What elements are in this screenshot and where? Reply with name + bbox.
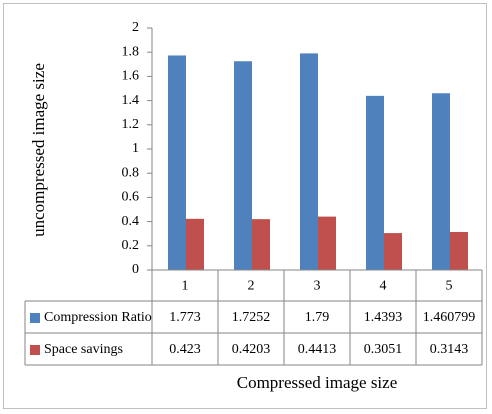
table-value-cell: 0.4203: [232, 342, 271, 357]
table-value-cell: 0.3143: [430, 342, 469, 357]
y-tick-label: 1.4: [122, 93, 140, 108]
table-value-cell: 1.7252: [232, 310, 271, 325]
bar-space-savings: [252, 219, 270, 270]
y-tick-labels: 0 0.2 0.4 0.6 0.8 1 1.2 1.4 1.6 1.8 2: [122, 20, 152, 277]
y-tick-label: 0: [132, 262, 139, 277]
table-value-cell: 1.773: [169, 310, 201, 325]
y-tick-label: 0.4: [122, 214, 140, 229]
y-tick-label: 0.6: [122, 190, 140, 205]
bar-space-savings: [186, 218, 204, 270]
bars: [168, 53, 468, 271]
bar-compression-ratio: [366, 95, 384, 271]
bar-compression-ratio: [234, 61, 252, 271]
legend-label: Compression Ratio: [44, 310, 152, 325]
x-tick-label: 2: [248, 279, 255, 294]
table-value-cell: 0.3051: [364, 342, 403, 357]
table-value-cell: 0.423: [169, 342, 201, 357]
x-tick-label: 4: [380, 279, 387, 294]
legend-label: Space savings: [44, 342, 123, 357]
legend-swatch: [30, 345, 40, 355]
bar-compression-ratio: [168, 55, 186, 271]
x-tick-label: 5: [446, 279, 453, 294]
table-value-cell: 1.79: [305, 310, 330, 325]
x-axis-title: Compressed image size: [237, 373, 398, 392]
bar-compression-ratio: [432, 93, 450, 271]
y-tick-label: 1.6: [122, 69, 140, 84]
y-tick-label: 1.8: [122, 44, 140, 59]
bar-compression-ratio: [300, 53, 318, 270]
chart-frame: [3, 3, 487, 409]
x-tick-label: 1: [182, 279, 189, 294]
y-axis-title: uncompressed image size: [29, 63, 48, 237]
table-value-cell: 1.4393: [364, 310, 403, 325]
legend-swatch: [30, 313, 40, 323]
y-tick-label: 0.8: [122, 165, 140, 180]
y-tick-label: 1.2: [122, 117, 140, 132]
bar-space-savings: [384, 233, 402, 270]
x-tick-label: 3: [314, 279, 321, 294]
bar-space-savings: [450, 231, 468, 270]
table-value-cell: 1.460799: [423, 310, 476, 325]
bar-space-savings: [318, 216, 336, 270]
data-table: 1 2 3 4 5 Compression Ratio 1.773 1.7252 1.79 1.4…: [24, 269, 483, 366]
y-tick-label: 2: [132, 20, 139, 35]
y-tick-label: 0.2: [122, 238, 140, 253]
table-value-cell: 0.4413: [298, 342, 337, 357]
y-tick-label: 1: [132, 141, 139, 156]
